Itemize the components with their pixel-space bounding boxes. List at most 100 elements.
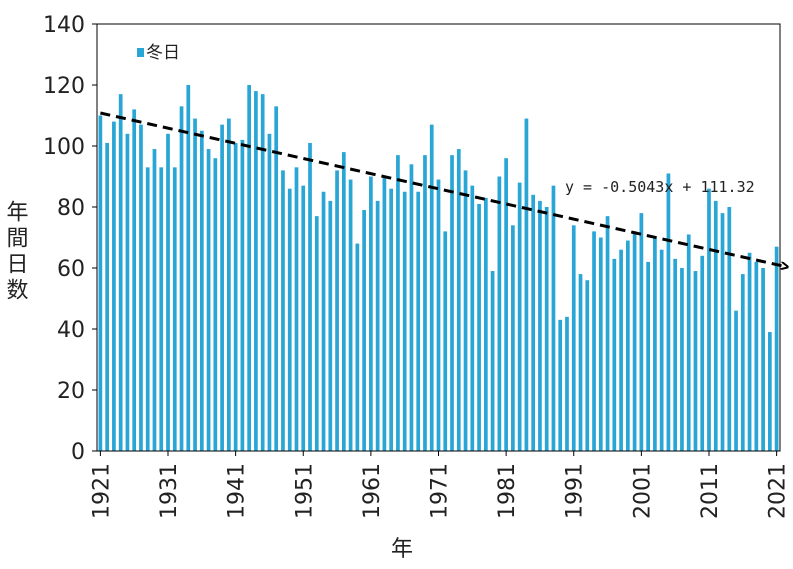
x-tick-label: 1971 <box>428 463 453 519</box>
bar <box>260 94 265 452</box>
bar <box>761 268 765 451</box>
bar <box>524 118 529 452</box>
plot-frame <box>96 23 781 452</box>
bar <box>693 271 698 451</box>
bar <box>382 176 387 451</box>
bar <box>490 271 495 451</box>
bar <box>118 94 123 452</box>
bar <box>402 191 407 451</box>
bar <box>396 155 400 451</box>
bar <box>98 115 103 451</box>
x-tick-label: 1991 <box>563 463 588 519</box>
bar <box>612 258 617 451</box>
bar <box>531 194 536 452</box>
bar <box>470 185 475 451</box>
bar <box>436 179 441 452</box>
bar <box>571 225 576 451</box>
bar <box>159 167 164 451</box>
legend-label: 冬日 <box>146 43 180 63</box>
y-tick-label: 140 <box>43 13 85 38</box>
bar <box>335 170 339 451</box>
bar <box>463 170 468 451</box>
bar <box>774 246 779 451</box>
bar <box>740 274 745 451</box>
bar <box>233 142 238 451</box>
bar <box>578 274 583 451</box>
bar <box>423 155 427 451</box>
bar <box>247 85 252 451</box>
bar <box>287 188 292 451</box>
bar <box>727 207 732 451</box>
bar <box>328 200 333 451</box>
bar <box>112 121 116 451</box>
x-axis-label: 年 <box>391 537 413 562</box>
bar <box>707 188 711 451</box>
bar <box>186 85 191 451</box>
x-tick-label: 2001 <box>630 463 655 519</box>
x-tick-label: 2021 <box>766 463 791 519</box>
bar <box>254 91 258 451</box>
bar <box>659 249 664 451</box>
y-axis-label: 年間日数 <box>3 200 29 304</box>
legend-swatch <box>137 48 144 57</box>
bar <box>105 142 110 451</box>
bar <box>511 225 515 451</box>
bar <box>199 130 204 451</box>
bar <box>720 213 725 451</box>
bar <box>240 139 245 451</box>
bar <box>362 210 366 451</box>
bar <box>314 216 319 451</box>
x-tick-label: 1981 <box>495 463 520 519</box>
bar <box>504 158 508 451</box>
bar <box>308 142 312 451</box>
bar <box>355 243 360 451</box>
bar <box>605 216 610 451</box>
bar <box>680 268 684 451</box>
x-tick-label: 1931 <box>157 463 182 519</box>
bar <box>267 133 272 452</box>
bar <box>450 155 454 451</box>
x-tick-label: 2011 <box>698 463 723 519</box>
bar <box>375 200 380 451</box>
bar <box>456 149 461 452</box>
bar <box>483 197 488 451</box>
bar <box>551 185 556 451</box>
bar <box>220 124 224 452</box>
bar <box>538 200 542 451</box>
y-tick-label: 80 <box>57 196 85 221</box>
bar <box>213 158 218 451</box>
x-tick-label: 1961 <box>360 463 385 519</box>
bar <box>409 164 414 452</box>
bar <box>653 237 657 451</box>
y-tick-label: 0 <box>71 440 85 465</box>
bar <box>152 149 157 452</box>
y-tick-label: 100 <box>43 135 85 160</box>
bar <box>321 191 326 451</box>
y-tick-label: 20 <box>57 379 85 404</box>
bar <box>619 249 623 451</box>
bar <box>294 167 299 451</box>
bar <box>747 252 752 451</box>
bar <box>686 234 691 451</box>
y-tick-label: 60 <box>57 257 85 282</box>
bar <box>713 200 718 451</box>
bar <box>193 118 197 452</box>
bar <box>558 319 563 451</box>
bar <box>389 188 394 451</box>
bar <box>281 170 285 451</box>
bar <box>734 310 738 451</box>
bar <box>145 167 150 451</box>
bar <box>544 207 549 451</box>
bar <box>125 133 130 452</box>
y-tick-label: 40 <box>57 318 85 343</box>
bar <box>227 118 231 452</box>
x-tick-label: 1951 <box>292 463 317 519</box>
bar <box>639 213 644 451</box>
bar <box>132 109 137 452</box>
bar <box>477 203 481 451</box>
y-tick-label: 120 <box>43 74 85 99</box>
bar <box>497 176 502 451</box>
bar <box>416 191 421 451</box>
bar <box>700 255 705 451</box>
